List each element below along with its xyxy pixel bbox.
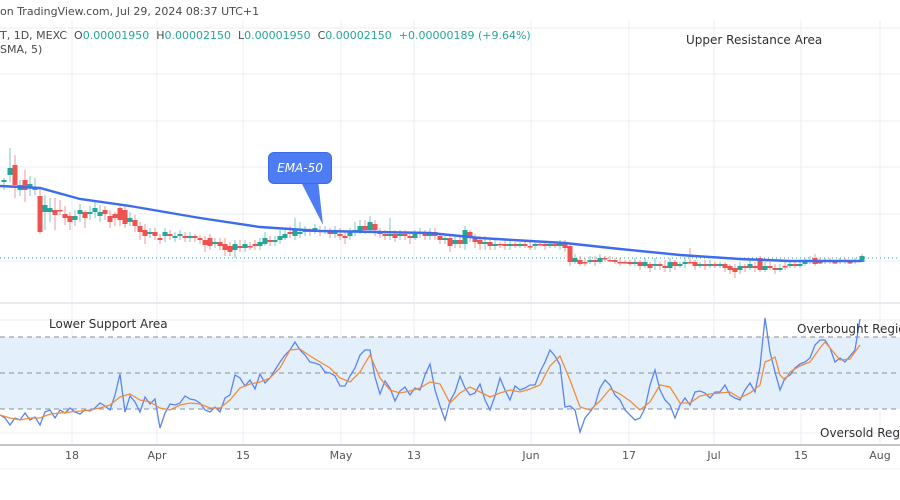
oscillator-line [0,317,861,435]
ohlc-legend: T, 1D, MEXC O0.00001950 H0.00002150 L0.0… [0,29,531,42]
lower-support-label: Lower Support Area [49,317,168,331]
oscillator-signal-line [0,340,861,421]
change-value: +0.00000189 (+9.64%) [398,29,531,42]
open-value: 0.00001950 [82,29,150,42]
high-value: 0.00002150 [164,29,231,42]
close-value: 0.00002150 [325,29,392,42]
time-axis-label: Jun [522,449,540,462]
time-axis-label: Apr [147,449,167,462]
time-axis-label: 18 [65,449,79,462]
time-axis-label: Aug [869,449,891,462]
oscillator-level-lines [0,336,900,410]
low-value: 0.00001950 [244,29,311,42]
ema-50-line [0,184,862,263]
time-axis-label: 15 [794,449,808,462]
time-axis-label: May [329,449,353,462]
indicator-legend: SMA, 5) [0,43,43,56]
upper-resistance-label: Upper Resistance Area [686,33,823,47]
symbol-label: T, 1D, MEXC [0,29,68,42]
time-axis-label: 13 [407,449,421,462]
time-axis-label: 17 [622,449,636,462]
time-axis-label: Jul [707,449,721,462]
chart-source-line: on TradingView.com, Jul 29, 2024 08:37 U… [0,5,260,18]
callout-pointer [300,180,323,225]
ema-50-callout: EMA-50 [268,152,332,184]
overbought-label: Overbought Region [797,322,900,336]
time-axis-label: 15 [236,449,250,462]
oversold-label: Oversold Regio [820,426,900,440]
